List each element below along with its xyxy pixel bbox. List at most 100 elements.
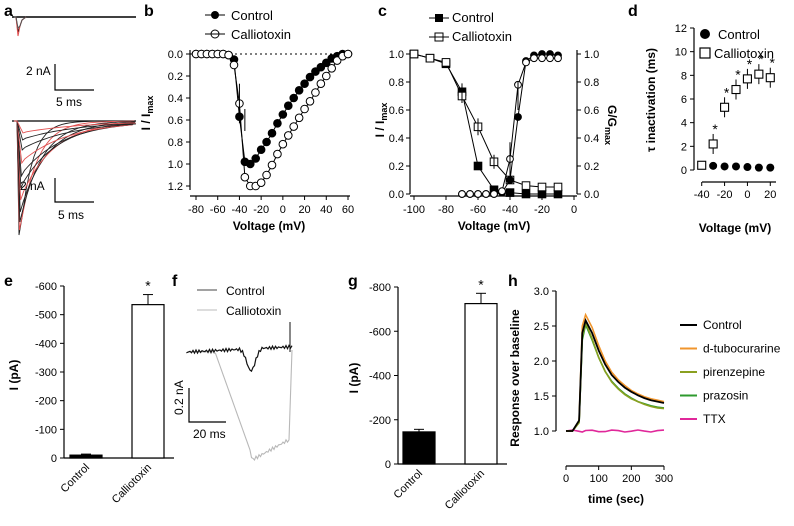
- panel-e-bar-calliotoxin: [131, 304, 165, 459]
- panel-b-calliotoxin-point: [343, 49, 353, 59]
- panel-b-x-tick-label: 60: [342, 204, 354, 216]
- panel-b-calliotoxin-point: [267, 160, 277, 170]
- panel-a-bottom-trace: [14, 120, 133, 165]
- panel-g-bar-control: [402, 431, 436, 465]
- panel-g-y-tick-label: -600: [369, 326, 391, 338]
- panel-a-bottom-scale-bar: [54, 178, 94, 203]
- panel-c-control-inactivation-point: [553, 189, 563, 199]
- panel-f-scale-y: 0.2 nA: [172, 380, 186, 415]
- panel-c-x-tick-label: -80: [438, 204, 454, 216]
- panel-b-y-tick-label: 1.0: [168, 159, 183, 171]
- panel-h-chart: Response over baseline time (sec) 1.0 1.5…: [508, 286, 781, 506]
- panel-a-bottom-trace: [14, 120, 133, 178]
- panel-d-x-tick-label: -40: [694, 189, 710, 201]
- panel-c-calliotoxin-conductance-point: [546, 54, 554, 63]
- panel-b-series-line: [196, 53, 348, 165]
- panel-e-y-tick-label: 0: [51, 453, 57, 465]
- panel-b-calliotoxin-point: [294, 113, 304, 123]
- panel-c-y-tick-label: 0.4: [389, 133, 404, 145]
- panel-label-e: e: [4, 273, 13, 290]
- panel-b-control-point: [300, 79, 309, 88]
- panel-b-y-tick-label: 0.4: [168, 93, 183, 105]
- panel-c-y-tick-label: 0.8: [389, 77, 404, 89]
- panel-d-y-tick-label: 8: [681, 70, 687, 82]
- panel-a-top-trace: [14, 16, 27, 30]
- panel-b-control-point: [305, 72, 315, 82]
- panel-e-ylabel: I (pA): [7, 360, 21, 391]
- panel-b-calliotoxin-point: [289, 122, 299, 131]
- panel-d-y-tick-label: 4: [681, 118, 687, 130]
- panel-g-y-tick-label: -800: [369, 282, 391, 294]
- panel-c-control-conductance-point: [506, 176, 514, 184]
- panel-b-control-point: [278, 110, 288, 119]
- panel-b-calliotoxin-point: [240, 172, 250, 182]
- panel-c-legend-calliotoxin: Calliotoxin: [452, 29, 512, 44]
- panel-d-significance-star: *: [770, 55, 776, 71]
- panel-d-calliotoxin-point: [708, 139, 718, 149]
- panel-d-xlabel: Voltage (mV): [699, 221, 771, 235]
- panel-c-x-tick-label: -100: [403, 204, 425, 216]
- panel-g-chart: I (pA) 0 -200 -400 -600 -800 Control Calliotox…: [347, 276, 507, 512]
- panel-b-calliotoxin-point: [278, 139, 288, 149]
- panel-a-bottom-trace: [14, 120, 134, 141]
- panel-f-calliotoxin-trace: [186, 349, 293, 462]
- panel-g-y-tick-label: -200: [369, 415, 391, 427]
- panel-d-calliotoxin-point: [731, 84, 741, 95]
- panel-h-legend-pirenzepine: pirenzepine: [703, 365, 765, 379]
- panel-e-bar-control: [69, 454, 103, 459]
- panel-d-significance-star: *: [758, 51, 764, 67]
- panel-h-y-tick-label: 3.0: [534, 286, 549, 298]
- panel-c-calliotoxin-inactivation-point: [425, 53, 435, 63]
- panel-a-top-scale-x: 5 ms: [56, 95, 82, 109]
- panel-e-category-label: Calliotoxin: [110, 462, 154, 506]
- panel-b-control-point: [245, 159, 255, 169]
- panel-c-control-inactivation-point: [537, 189, 547, 199]
- panel-f-legend-control: Control: [226, 284, 265, 298]
- panel-b-control-point: [273, 119, 282, 128]
- panel-b-calliotoxin-point: [283, 131, 293, 140]
- panel-g-category-label: Calliotoxin: [443, 468, 487, 512]
- panel-c-calliotoxin-conductance-point: [466, 190, 474, 198]
- panel-b-control-point: [311, 67, 320, 76]
- panel-c-calliotoxin-inactivation-point: [441, 58, 451, 67]
- panel-d-y-tick-label: 0: [681, 165, 687, 177]
- panel-d-y-tick-label: 2: [681, 141, 687, 153]
- panel-h-x-tick-label: 0: [563, 473, 569, 485]
- panel-c-calliotoxin-conductance-point: [554, 54, 562, 63]
- panel-c-y-tick-label: 0.2: [389, 161, 404, 173]
- panel-h-y-tick-label: 1.0: [534, 426, 549, 438]
- panel-c-y2-tick-label: 0.2: [584, 161, 599, 173]
- panel-e-significance-star: *: [145, 278, 151, 294]
- panel-c-calliotoxin-conductance-point: [490, 190, 498, 198]
- panel-d-calliotoxin-point: [754, 69, 764, 79]
- panel-e-y-tick-label: -500: [35, 310, 57, 322]
- panel-d-calliotoxin-point: [765, 73, 775, 83]
- panel-c-y-tick-label: 0.6: [389, 105, 404, 117]
- panel-d-calliotoxin-point: [742, 74, 752, 84]
- panel-c-series-line: [413, 53, 558, 188]
- panel-label-g: g: [348, 273, 358, 290]
- panel-d-significance-star: *: [724, 84, 730, 100]
- panel-h-x-tick-label: 300: [655, 473, 673, 485]
- panel-g-category-label: Control: [392, 468, 426, 502]
- panel-c-y2-tick-label: 0.0: [584, 189, 599, 201]
- panel-b-chart: I / Imax Voltage (mV) 0.0 0.2 0.4 0.6 0.8 1.0…: [139, 8, 354, 233]
- panel-h-y-tick-label: 1.5: [534, 391, 549, 403]
- panel-a-bottom-trace: [14, 120, 136, 201]
- panel-c-x-tick-label: -20: [534, 204, 550, 216]
- panel-e-y-tick-label: -400: [35, 338, 57, 350]
- panel-label-a: a: [4, 3, 13, 20]
- panel-b-calliotoxin-point: [256, 178, 266, 187]
- panel-b-y-tick-label: 0.0: [168, 49, 183, 61]
- panel-c-calliotoxin-conductance-point: [482, 190, 490, 198]
- panel-c-y-tick-label: 1.0: [389, 49, 404, 61]
- panel-b-control-point: [251, 154, 261, 163]
- panel-h-xlabel: time (sec): [588, 492, 644, 506]
- panel-b-y-tick-label: 1.2: [168, 181, 183, 193]
- panel-d-significance-star: *: [747, 56, 753, 72]
- panel-b-xlabel: Voltage (mV): [233, 219, 305, 233]
- panel-c-ylabel: I / Imax: [373, 103, 389, 138]
- panel-label-b: b: [144, 3, 154, 20]
- panel-d-control-point: [743, 163, 752, 172]
- panel-h-x-tick-label: 200: [622, 473, 640, 485]
